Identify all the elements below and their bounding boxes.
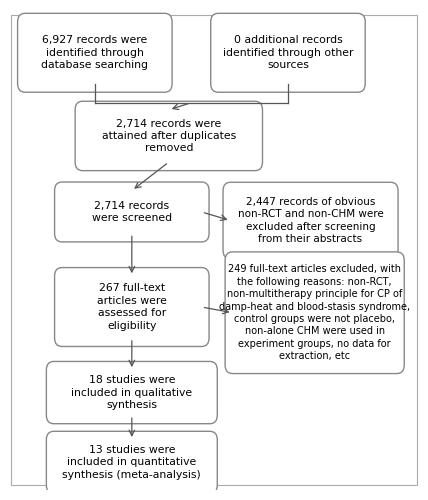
FancyBboxPatch shape	[211, 14, 365, 92]
Text: 13 studies were
included in quantitative
synthesis (meta-analysis): 13 studies were included in quantitative…	[62, 445, 201, 480]
Text: 2,714 records were
attained after duplicates
removed: 2,714 records were attained after duplic…	[102, 118, 236, 154]
FancyBboxPatch shape	[223, 182, 398, 259]
Text: 6,927 records were
identified through
database searching: 6,927 records were identified through da…	[42, 36, 149, 70]
FancyBboxPatch shape	[75, 101, 262, 170]
FancyBboxPatch shape	[46, 362, 217, 424]
FancyBboxPatch shape	[55, 182, 209, 242]
Text: 2,714 records
were screened: 2,714 records were screened	[92, 201, 172, 223]
Text: 267 full-text
articles were
assessed for
eligibility: 267 full-text articles were assessed for…	[97, 284, 167, 331]
FancyBboxPatch shape	[55, 268, 209, 346]
FancyBboxPatch shape	[46, 432, 217, 494]
FancyBboxPatch shape	[225, 252, 404, 374]
Text: 0 additional records
identified through other
sources: 0 additional records identified through …	[223, 36, 353, 70]
Text: 2,447 records of obvious
non-RCT and non-CHM were
excluded after screening
from : 2,447 records of obvious non-RCT and non…	[238, 197, 383, 244]
Text: 18 studies were
included in qualitative
synthesis: 18 studies were included in qualitative …	[71, 375, 193, 410]
FancyBboxPatch shape	[18, 14, 172, 92]
Text: 249 full-text articles excluded, with
the following reasons: non-RCT,
non-multit: 249 full-text articles excluded, with th…	[219, 264, 410, 361]
